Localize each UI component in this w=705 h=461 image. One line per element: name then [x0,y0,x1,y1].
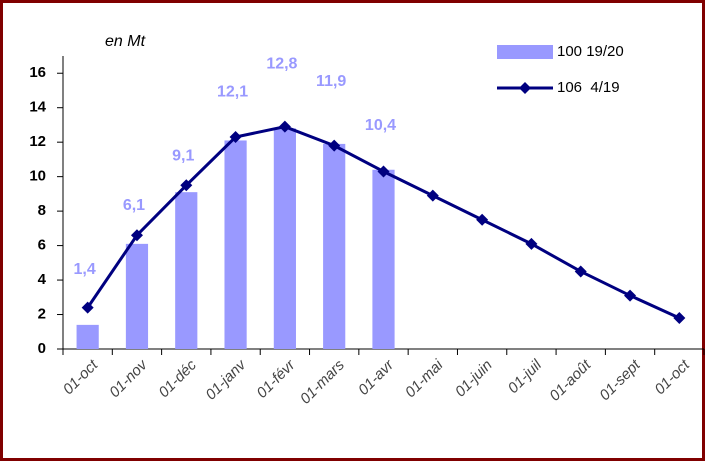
line-marker [278,120,291,133]
value-label: 9,1 [172,147,194,164]
y-tick-label: 10 [29,168,46,185]
bar [372,169,395,349]
line-marker [624,289,637,302]
line-marker [130,229,143,242]
value-label: 12,8 [266,56,297,73]
value-label: 11,9 [316,73,346,90]
annotation: en Mt [105,33,146,50]
line-marker [673,311,686,324]
bar [323,143,346,349]
line-marker [229,131,242,144]
line-marker [525,237,538,250]
legend-label: 106 4/19 [557,79,620,96]
y-tick-label: 0 [38,340,46,357]
value-label: 12,1 [217,84,248,101]
bar [175,192,198,349]
legend-marker [519,82,531,94]
y-tick-label: 8 [38,202,46,219]
line-marker [377,165,390,178]
y-tick-label: 12 [29,133,46,150]
legend-label: 100 19/20 [557,43,624,60]
line-marker [81,301,94,314]
bar [76,324,99,349]
y-tick-label: 16 [29,64,46,81]
line-marker [328,139,341,152]
line-marker [180,179,193,192]
y-tick-label: 14 [29,99,46,116]
y-tick-label: 2 [38,305,46,322]
value-label: 10,4 [365,117,396,134]
bar [125,243,149,349]
bar [273,128,296,349]
value-label: 6,1 [123,197,145,214]
bar [224,140,247,349]
y-tick-label: 4 [38,271,47,288]
legend-swatch [497,45,553,59]
y-tick-label: 6 [38,237,46,254]
line-marker [574,265,587,278]
line-marker [426,189,439,202]
line-marker [476,213,489,226]
value-label: 1,4 [74,261,96,278]
